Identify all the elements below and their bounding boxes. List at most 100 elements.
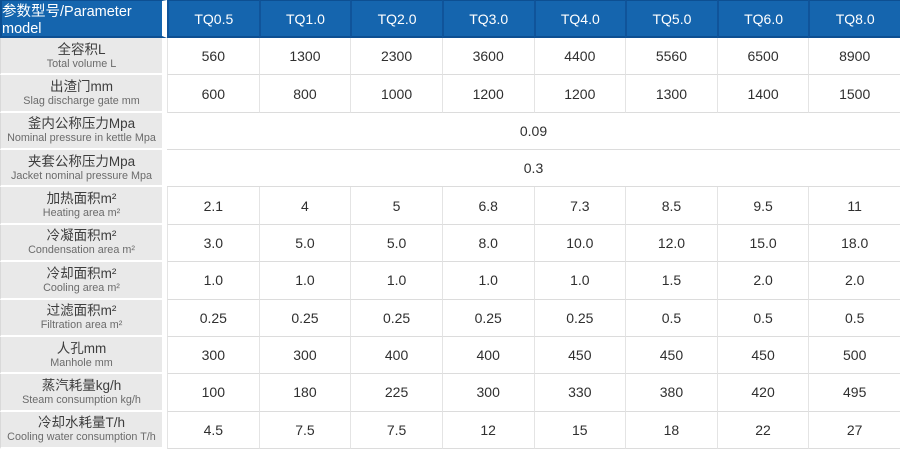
row-label-zh: 冷凝面积m² [46,228,117,244]
value-cell: 450 [716,336,809,375]
column-header-tq0.5: TQ0.5 [167,0,259,38]
value-cell: 560 [167,38,259,76]
value-cell: 6.8 [441,187,534,225]
value-cell: 1200 [533,75,626,113]
value-cell: 800 [258,75,351,113]
value-cell: 0.25 [167,299,259,337]
row-label-zh: 夹套公称压力Mpa [27,153,136,169]
row-label-cooling-area: 冷却面积m² Cooling area m² [0,262,167,300]
value-cell: 22 [716,411,809,449]
merged-value-cell: 0.09 [167,112,900,151]
column-header-tq3.0: TQ3.0 [441,0,534,38]
value-cell: 450 [625,336,717,375]
value-cell: 1300 [625,75,717,113]
value-cell: 7.3 [533,187,626,225]
value-cell: 300 [167,336,259,375]
row-label-slag-discharge-gate: 出渣门mm Slag discharge gate mm [0,75,167,113]
column-header-tq4.0: TQ4.0 [533,0,626,38]
value-cell: 300 [441,374,534,412]
value-cell: 1500 [808,75,900,113]
value-cell: 1.0 [533,262,626,300]
row-label-en: Total volume L [46,57,117,70]
row-label-en: Cooling water consumption T/h [7,431,156,444]
row-label-zh: 蒸汽耗量kg/h [41,377,122,393]
value-cell: 8.0 [441,224,534,263]
row-label-filtration-area: 过滤面积m² Filtration area m² [0,299,167,337]
value-cell: 27 [808,411,900,449]
row-label-en: Manhole mm [50,356,113,369]
value-cell: 3.0 [167,224,259,263]
row-label-en: Filtration area m² [40,319,123,332]
value-cell: 0.5 [808,299,900,337]
column-header-tq8.0: TQ8.0 [808,0,900,38]
value-cell: 4400 [533,38,626,76]
value-cell: 5560 [625,38,717,76]
row-label-zh: 冷却水耗量T/h [37,415,125,431]
value-cell: 8.5 [625,187,717,225]
value-cell: 1.0 [441,262,534,300]
row-label-zh: 全容积L [57,41,106,57]
value-cell: 495 [808,374,900,412]
value-cell: 0.25 [533,299,626,337]
value-cell: 3600 [441,38,534,76]
value-cell: 0.25 [258,299,351,337]
value-cell: 330 [533,374,626,412]
value-cell: 400 [441,336,534,375]
value-cell: 600 [167,75,259,113]
row-label-heating-area: 加热面积m² Heating area m² [0,187,167,225]
row-label-en: Heating area m² [42,207,121,220]
column-header-tq1.0: TQ1.0 [258,0,351,38]
value-cell: 500 [808,336,900,375]
value-cell: 12.0 [625,224,717,263]
value-cell: 1400 [716,75,809,113]
value-cell: 18 [625,411,717,449]
value-cell: 7.5 [350,411,442,449]
value-cell: 420 [716,374,809,412]
value-cell: 380 [625,374,717,412]
row-label-zh: 冷却面积m² [46,265,117,281]
row-label-cooling-water-consumption: 冷却水耗量T/h Cooling water consumption T/h [0,411,167,449]
row-label-zh: 出渣门mm [50,79,113,95]
column-header-tq5.0: TQ5.0 [625,0,717,38]
value-cell: 18.0 [808,224,900,263]
value-cell: 1.0 [350,262,442,300]
value-cell: 0.25 [350,299,442,337]
row-label-zh: 釜内公称压力Mpa [27,116,136,132]
row-label-jacket-nominal-pressure: 夹套公称压力Mpa Jacket nominal pressure Mpa [0,150,167,188]
column-header-parameter-model: 参数型号/Parameter model [0,0,167,38]
row-label-en: Condensation area m² [28,244,135,257]
value-cell: 2.0 [716,262,809,300]
value-cell: 2300 [350,38,442,76]
value-cell: 7.5 [258,411,351,449]
value-cell: 1200 [441,75,534,113]
merged-value-cell: 0.3 [167,150,900,188]
row-label-en: Jacket nominal pressure Mpa [10,169,153,182]
value-cell: 6500 [716,38,809,76]
row-label-zh: 加热面积m² [46,191,117,207]
value-cell: 5 [350,187,442,225]
value-cell: 10.0 [533,224,626,263]
value-cell: 4.5 [167,411,259,449]
row-label-total-volume: 全容积L Total volume L [0,38,167,76]
row-label-en: Steam consumption kg/h [22,393,141,406]
row-label-zh: 人孔mm [56,340,107,356]
value-cell: 15.0 [716,224,809,263]
value-cell: 5.0 [350,224,442,263]
value-cell: 15 [533,411,626,449]
value-cell: 11 [808,187,900,225]
value-cell: 1.5 [625,262,717,300]
row-label-zh: 过滤面积m² [46,303,117,319]
value-cell: 300 [258,336,351,375]
value-cell: 0.5 [625,299,717,337]
row-label-condensation-area: 冷凝面积m² Condensation area m² [0,224,167,263]
value-cell: 5.0 [258,224,351,263]
value-cell: 9.5 [716,187,809,225]
value-cell: 225 [350,374,442,412]
value-cell: 100 [167,374,259,412]
value-cell: 4 [258,187,351,225]
row-label-en: Cooling area m² [43,281,120,294]
value-cell: 2.1 [167,187,259,225]
value-cell: 1000 [350,75,442,113]
value-cell: 450 [533,336,626,375]
